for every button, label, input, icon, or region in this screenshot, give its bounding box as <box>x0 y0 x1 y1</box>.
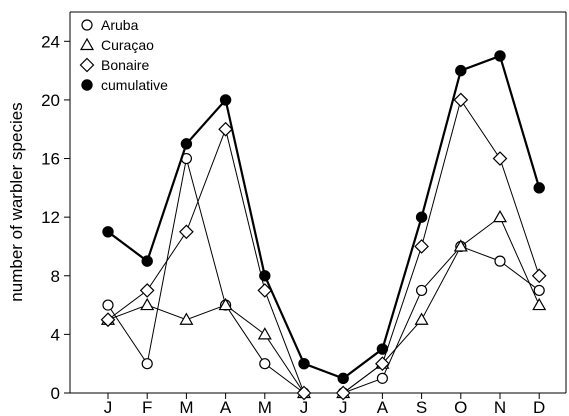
data-point-bonaire <box>179 224 194 240</box>
legend-label: Bonaire <box>101 57 149 73</box>
y-tick-label: 0 <box>51 384 60 403</box>
x-tick-label: M <box>258 398 272 416</box>
data-point-curacao <box>414 312 429 325</box>
data-point-cumulative <box>376 343 389 355</box>
y-tick-label: 4 <box>51 325 60 344</box>
y-tick-label: 12 <box>41 208 60 227</box>
data-point-aruba <box>376 372 388 384</box>
x-tick-label: J <box>104 398 113 416</box>
y-tick-label: 24 <box>41 32 60 51</box>
data-point-bonaire <box>100 312 116 328</box>
legend-item-bonaire: Bonaire <box>79 57 149 73</box>
data-point-bonaire <box>414 239 429 254</box>
data-point-cumulative <box>219 94 232 106</box>
data-point-curacao <box>532 297 547 311</box>
series-aruba <box>102 152 545 399</box>
x-tick-label: J <box>300 398 309 416</box>
chart-axes <box>69 11 567 394</box>
series-bonaire <box>100 92 547 401</box>
x-tick-label: F <box>142 398 152 416</box>
legend-marker-bonaire <box>79 57 95 73</box>
data-point-bonaire <box>296 385 312 401</box>
legend-label: Aruba <box>101 17 139 33</box>
x-tick-label: S <box>416 398 427 416</box>
data-point-cumulative <box>415 211 428 223</box>
data-point-bonaire <box>492 151 508 166</box>
x-tick-label: A <box>220 398 232 416</box>
series-line-aruba <box>107 158 540 394</box>
data-point-aruba <box>416 284 428 297</box>
data-point-curacao <box>140 297 155 311</box>
legend-item-curacao: Curaçao <box>79 37 154 53</box>
data-point-aruba <box>141 358 153 370</box>
data-point-bonaire <box>257 283 273 298</box>
data-point-cumulative <box>455 64 467 77</box>
data-point-aruba <box>533 284 545 297</box>
series-cumulative <box>102 50 545 385</box>
chart-legend: Aruba Curaçao Bonaire cumulative <box>79 17 168 93</box>
x-tick-label: M <box>179 398 193 416</box>
data-point-bonaire <box>139 283 155 298</box>
series-line-curacao <box>107 216 540 394</box>
data-point-bonaire <box>531 268 547 284</box>
data-point-curacao <box>218 297 233 311</box>
x-tick-label: N <box>494 398 506 416</box>
y-tick-label: 8 <box>51 267 60 286</box>
x-tick-label: J <box>339 398 348 416</box>
data-point-cumulative <box>337 372 349 385</box>
data-point-aruba <box>259 358 271 370</box>
legend-marker-curacao <box>79 37 95 51</box>
data-point-cumulative <box>298 357 310 370</box>
data-point-cumulative <box>102 226 114 238</box>
data-point-cumulative <box>533 182 545 194</box>
y-tick-label: 16 <box>41 150 60 169</box>
data-point-curacao <box>453 239 468 252</box>
series-line-bonaire <box>107 98 540 394</box>
legend-label: cumulative <box>101 77 168 93</box>
data-point-aruba <box>494 255 506 267</box>
data-point-bonaire <box>335 385 351 401</box>
data-point-cumulative <box>494 50 506 62</box>
y-ticks: 0 4 8 12 16 20 24 <box>41 32 70 403</box>
data-point-aruba <box>102 299 114 311</box>
data-point-curacao <box>492 209 508 223</box>
series-curacao <box>100 209 547 399</box>
data-point-cumulative <box>259 270 271 282</box>
data-point-bonaire <box>453 92 469 108</box>
data-point-curacao <box>257 327 272 340</box>
legend-item-cumulative: cumulative <box>81 77 168 93</box>
data-point-curacao <box>179 312 194 325</box>
legend-item-aruba: Aruba <box>81 17 139 33</box>
legend-label: Curaçao <box>101 37 154 53</box>
data-point-bonaire <box>218 121 233 137</box>
data-point-cumulative <box>141 255 153 267</box>
data-point-bonaire <box>375 356 390 372</box>
x-tick-label: O <box>454 398 467 416</box>
x-tick-label: D <box>533 398 545 416</box>
data-point-cumulative <box>180 138 193 150</box>
legend-marker-cumulative <box>81 79 93 91</box>
y-tick-label: 20 <box>41 91 60 110</box>
y-axis-label: number of warbler species <box>7 102 26 301</box>
x-tick-label: A <box>377 398 389 416</box>
legend-marker-aruba <box>81 19 93 31</box>
series-line-cumulative <box>107 54 541 380</box>
series-layer <box>100 50 547 401</box>
